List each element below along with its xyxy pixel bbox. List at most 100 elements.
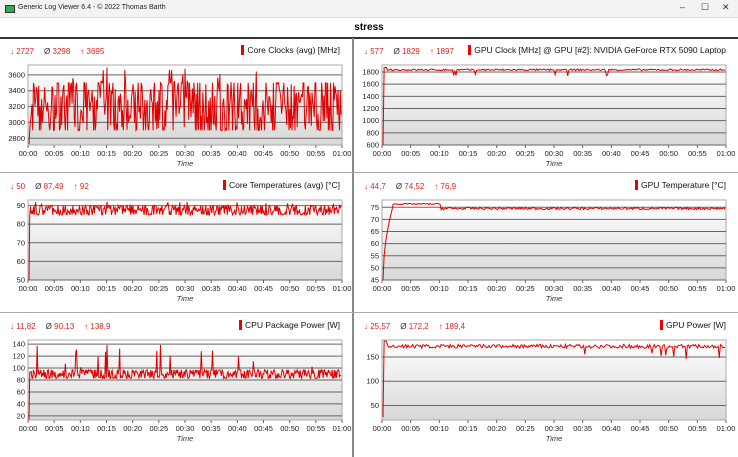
x-tick-label: 00:50: [280, 284, 299, 293]
maximize-button[interactable]: ☐: [701, 2, 710, 12]
y-tick-label: 2800: [8, 134, 25, 143]
x-tick-label: 00:40: [602, 284, 621, 293]
x-tick-label: 00:55: [688, 284, 707, 293]
divider: [352, 38, 354, 457]
x-tick-label: 01:00: [717, 424, 736, 433]
y-tick-label: 90: [17, 201, 25, 210]
x-axis-label: Time: [546, 434, 563, 443]
min-value: ↓ 50: [10, 182, 26, 191]
x-tick-label: 00:45: [631, 424, 650, 433]
x-axis-label: Time: [177, 434, 194, 443]
x-tick-label: 00:25: [149, 424, 168, 433]
x-tick-label: 00:50: [659, 284, 678, 293]
x-tick-label: 00:40: [228, 424, 247, 433]
chart-legend: CPU Package Power [W]: [239, 320, 340, 330]
x-tick-label: 00:10: [430, 424, 449, 433]
x-tick-label: 00:40: [228, 149, 247, 158]
line-chart[interactable]: 20 40 60 80 100 120 140 00:00 00:05 00:10 00:15 00:…: [0, 314, 352, 452]
x-tick-label: 00:00: [19, 424, 38, 433]
x-axis-label: Time: [546, 294, 563, 303]
max-value: ↑ 76,9: [434, 182, 457, 191]
max-value: ↑ 1897: [429, 47, 454, 56]
y-tick-label: 3200: [8, 102, 25, 111]
chart-panel: ↓ 11,82 Ø 90,13 ↑ 138,9 CPU Package Power […: [0, 314, 352, 452]
x-tick-label: 00:35: [573, 149, 592, 158]
y-tick-label: 1200: [362, 104, 379, 113]
data-series-line: [28, 201, 342, 281]
x-tick-label: 00:50: [659, 424, 678, 433]
min-value: ↓ 44,7: [364, 182, 386, 191]
divider: [0, 172, 738, 173]
x-tick-label: 00:25: [516, 424, 535, 433]
x-tick-label: 01:00: [333, 149, 352, 158]
x-tick-label: 01:00: [333, 284, 352, 293]
line-chart[interactable]: 2800 3000 3200 3400 3600 00:00 00:05 00:10 00:15…: [0, 39, 352, 177]
x-tick-label: 00:05: [401, 149, 420, 158]
y-tick-label: 70: [371, 215, 379, 224]
y-tick-label: 150: [366, 352, 379, 361]
plot-area: [381, 339, 727, 421]
close-button[interactable]: ✕: [722, 2, 730, 12]
line-chart[interactable]: 45 50 55 60 65 70 75 00:00 00:05 00:10 00:15 00:20 0…: [354, 174, 738, 312]
x-tick-label: 00:50: [659, 149, 678, 158]
x-tick-label: 00:05: [45, 424, 64, 433]
x-tick-label: 00:50: [280, 149, 299, 158]
x-tick-label: 00:40: [602, 424, 621, 433]
avg-value: Ø 3298: [44, 47, 71, 56]
x-tick-label: 00:30: [545, 424, 564, 433]
x-tick-label: 00:30: [545, 149, 564, 158]
line-chart[interactable]: 50 100 150 00:00 00:05 00:10 00:15 00:20 00:25 00…: [354, 314, 738, 452]
x-tick-label: 00:40: [602, 149, 621, 158]
x-tick-label: 00:10: [71, 424, 90, 433]
y-tick-label: 3600: [8, 70, 25, 79]
y-tick-label: 65: [371, 227, 379, 236]
x-axis-label: Time: [177, 159, 194, 168]
x-tick-label: 00:35: [573, 424, 592, 433]
avg-value: Ø 90,13: [45, 322, 75, 331]
chart-panel: ↓ 44,7 Ø 74,52 ↑ 76,9 GPU Temperature [°C] 4…: [354, 174, 738, 312]
log-title: stress: [0, 18, 738, 39]
app-icon: [5, 5, 15, 13]
x-tick-label: 00:55: [306, 284, 325, 293]
y-tick-label: 50: [371, 401, 379, 410]
x-tick-label: 00:05: [401, 284, 420, 293]
chart-panel: ↓ 2727 Ø 3298 ↑ 3695 Core Clocks (avg) [MHz…: [0, 39, 352, 177]
window-title: Generic Log Viewer 6.4 - © 2022 Thomas B…: [18, 4, 166, 11]
minimize-button[interactable]: –: [680, 2, 686, 12]
y-tick-label: 80: [17, 220, 25, 229]
x-tick-label: 00:35: [202, 424, 221, 433]
data-series-line: [382, 340, 726, 418]
y-tick-label: 1000: [362, 116, 379, 125]
x-tick-label: 00:40: [228, 284, 247, 293]
max-value: ↑ 92: [73, 182, 89, 191]
chart-legend: GPU Power [W]: [660, 320, 726, 330]
chart-stats: ↓ 25,57 Ø 172,2 ↑ 189,4: [364, 322, 475, 331]
min-value: ↓ 577: [364, 47, 384, 56]
title-bar: Generic Log Viewer 6.4 - © 2022 Thomas B…: [0, 0, 738, 18]
x-tick-label: 00:00: [373, 149, 392, 158]
y-tick-label: 1400: [362, 92, 379, 101]
x-tick-label: 00:45: [631, 284, 650, 293]
y-tick-label: 140: [12, 340, 25, 349]
x-tick-label: 00:10: [430, 284, 449, 293]
y-tick-label: 50: [371, 263, 379, 272]
x-tick-label: 00:20: [487, 149, 506, 158]
x-tick-label: 00:05: [45, 149, 64, 158]
chart-legend: Core Clocks (avg) [MHz]: [241, 45, 340, 55]
chart-panel: ↓ 577 Ø 1829 ↑ 1897 GPU Clock [MHz] @ GPU […: [354, 39, 738, 177]
max-value: ↑ 3695: [80, 47, 105, 56]
x-tick-label: 00:10: [71, 149, 90, 158]
y-tick-label: 45: [371, 276, 379, 285]
data-series-line: [382, 202, 726, 281]
x-tick-label: 00:20: [123, 424, 142, 433]
x-tick-label: 00:20: [487, 284, 506, 293]
data-series-line: [28, 67, 342, 145]
x-tick-label: 00:00: [373, 424, 392, 433]
x-tick-label: 00:35: [202, 149, 221, 158]
y-tick-label: 60: [17, 257, 25, 266]
x-tick-label: 00:00: [19, 284, 38, 293]
line-chart[interactable]: 600 800 1000 1200 1400 1600 1800 00:00 00:05 00:1…: [354, 39, 738, 177]
plot-area: [381, 199, 727, 281]
chart-legend: GPU Temperature [°C]: [635, 180, 726, 190]
line-chart[interactable]: 50 60 70 80 90 00:00 00:05 00:10 00:15 00:20 00:25…: [0, 174, 352, 312]
